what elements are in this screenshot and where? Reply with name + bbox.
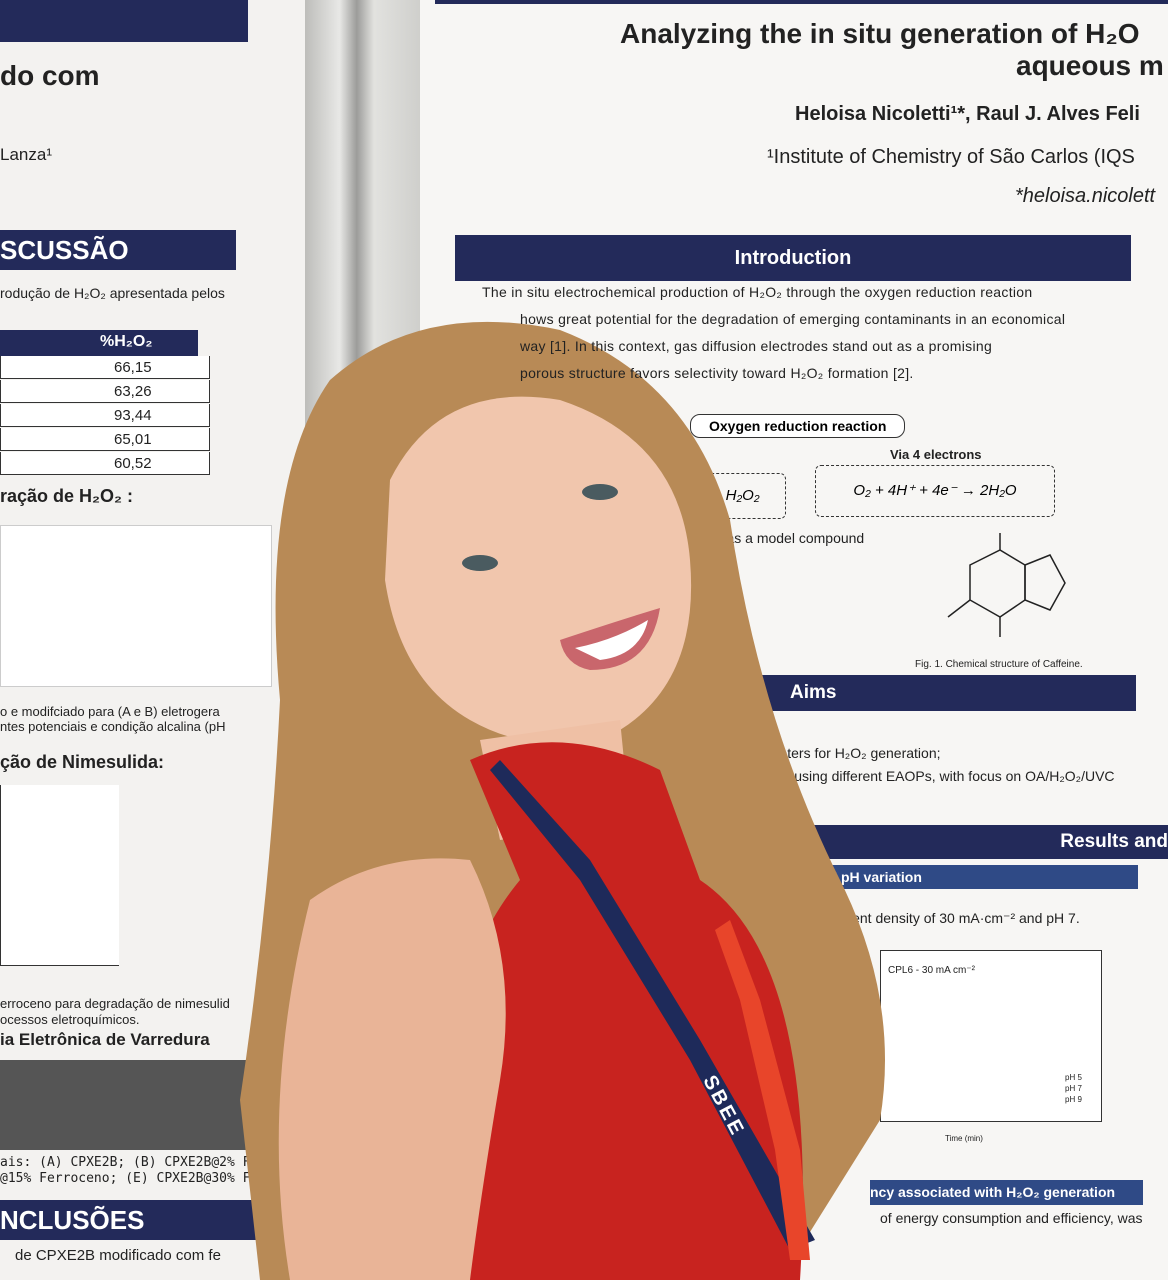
table-cell: 60,52 (0, 452, 210, 475)
text: current density of 30 mA·cm⁻² and pH 7. (828, 910, 1080, 926)
section-title: Aims (740, 675, 1136, 711)
affiliation: ¹Institute of Chemistry of São Carlos (I… (767, 146, 1135, 168)
text: o e modifciado para (A e B) eletrogera (0, 704, 220, 719)
text: erroceno para degradação de nimesulid (0, 996, 230, 1011)
text: ia Eletrônica de Varredura (0, 1030, 210, 1049)
authors: Heloisa Nicoletti¹*, Raul J. Alves Feli (795, 103, 1140, 125)
text: ração de H₂O₂ : (0, 486, 134, 506)
intro-line: porous structure favors selectivity towa… (520, 365, 914, 381)
table-cell: 66,15 (0, 356, 210, 379)
bar-chart-figure (0, 525, 272, 687)
header-band (0, 0, 248, 42)
text: do com (0, 60, 100, 91)
equation-box: O₂ + 4H⁺ + 4e⁻ → 2H₂O (815, 465, 1055, 517)
plot-title: CPL6 - 30 mA cm⁻² (888, 965, 975, 976)
table-cell: 63,26 (0, 380, 210, 403)
header-band (435, 0, 1168, 4)
text: rodução de H₂O₂ apresentada pelos (0, 285, 225, 301)
section-title: SCUSSÃO (0, 230, 236, 270)
table-cell: 93,44 (0, 404, 210, 427)
text: @15% Ferroceno; (E) CPXE2B@30% Ferroc (0, 1171, 290, 1186)
subsection-title: nd pH variation (820, 865, 1138, 889)
sem-images (0, 1060, 260, 1150)
poster-title: Analyzing the in situ generation of H₂O (620, 18, 1140, 49)
section-title: Introduction (455, 235, 1131, 281)
section-title: NCLUSÕES (0, 1200, 265, 1240)
legend: pH 5 (1065, 1073, 1082, 1082)
legend: pH 7 (1065, 1084, 1082, 1093)
text: feine using different EAOPs, with focus … (760, 768, 1115, 784)
subsection-title: ncy associated with H₂O₂ generation (870, 1180, 1143, 1205)
intro-line: way [1]. In this context, gas diffusion … (520, 338, 993, 354)
intro-line: The in situ electrochemical production o… (482, 284, 1033, 300)
text: de CPXE2B modificado com fe (15, 1247, 221, 1264)
poster-title: aqueous m (1016, 50, 1164, 81)
legend: pH 9 (1065, 1095, 1082, 1104)
table-header (0, 330, 198, 356)
diagram-label: Oxygen reduction reaction (690, 414, 906, 438)
text: ais: (A) CPXE2B; (B) CPXE2B@2% Ferrocen (0, 1155, 306, 1170)
text: ameters for H₂O₂ generation; (760, 745, 941, 761)
section-title: Results and (800, 825, 1168, 859)
text: ção de Nimesulida: (0, 752, 165, 772)
table-cell: 65,01 (0, 428, 210, 451)
caption: Fig. 1. Chemical structure of Caffeine. (915, 659, 1083, 670)
text: Lanza¹ (0, 145, 52, 164)
intro-line: hows great potential for the degradation… (520, 311, 1066, 327)
table-header: %H₂O₂ (100, 333, 153, 350)
line-chart-figure (0, 785, 119, 966)
text: ocessos eletroquímicos. (0, 1012, 140, 1027)
email: *heloisa.nicolett (1015, 185, 1156, 207)
caffeine-structure (947, 533, 1066, 637)
text: Via 4 electrons (890, 447, 982, 462)
text: ntes potenciais e condição alcalina (pH (0, 719, 226, 734)
text: of energy consumption and efficiency, wa… (880, 1210, 1143, 1226)
plot-axis-label: Time (min) (945, 1134, 983, 1143)
text: sed as a model compound (700, 530, 865, 546)
line-chart-figure (880, 950, 1102, 1122)
